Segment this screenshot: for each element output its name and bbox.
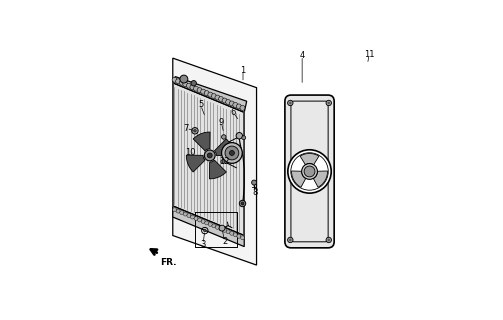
Text: 10: 10 <box>185 148 195 157</box>
Circle shape <box>233 102 238 108</box>
Circle shape <box>218 97 223 101</box>
Text: 7: 7 <box>184 124 189 133</box>
Circle shape <box>327 102 330 104</box>
Circle shape <box>236 104 241 109</box>
Circle shape <box>176 79 181 84</box>
Circle shape <box>233 233 237 237</box>
Circle shape <box>222 98 227 103</box>
Text: 6: 6 <box>230 108 236 117</box>
Circle shape <box>225 146 239 160</box>
Circle shape <box>326 237 331 243</box>
Polygon shape <box>193 132 210 151</box>
Circle shape <box>190 85 195 90</box>
Circle shape <box>304 166 315 177</box>
Circle shape <box>288 100 293 106</box>
Circle shape <box>237 234 241 238</box>
Circle shape <box>180 75 188 83</box>
Circle shape <box>288 150 331 193</box>
Circle shape <box>204 150 215 161</box>
Circle shape <box>194 130 196 132</box>
Text: 4: 4 <box>299 51 305 60</box>
Polygon shape <box>300 154 319 165</box>
Circle shape <box>289 102 292 104</box>
Circle shape <box>219 227 223 231</box>
Circle shape <box>183 212 187 216</box>
Text: 5: 5 <box>198 100 203 109</box>
Circle shape <box>176 209 180 213</box>
Circle shape <box>191 215 194 219</box>
Circle shape <box>194 217 198 220</box>
Circle shape <box>172 77 177 82</box>
Circle shape <box>215 225 219 229</box>
Circle shape <box>194 86 199 91</box>
Circle shape <box>197 88 202 92</box>
Circle shape <box>179 80 184 85</box>
Circle shape <box>192 128 198 134</box>
Circle shape <box>204 229 206 232</box>
Circle shape <box>229 150 234 156</box>
Circle shape <box>240 236 244 240</box>
Circle shape <box>221 135 226 139</box>
Circle shape <box>187 83 191 88</box>
Circle shape <box>201 220 205 223</box>
Polygon shape <box>313 171 327 187</box>
Circle shape <box>230 231 234 235</box>
Circle shape <box>242 136 245 140</box>
Polygon shape <box>214 139 233 156</box>
Circle shape <box>211 93 216 99</box>
Circle shape <box>241 202 244 205</box>
Circle shape <box>201 89 206 94</box>
Text: 12: 12 <box>219 157 230 166</box>
Circle shape <box>327 239 330 241</box>
Circle shape <box>215 95 220 100</box>
Polygon shape <box>209 160 226 179</box>
Circle shape <box>208 92 213 97</box>
Text: 1: 1 <box>240 66 245 75</box>
Circle shape <box>223 228 226 232</box>
Circle shape <box>208 222 212 227</box>
Circle shape <box>288 237 293 243</box>
Polygon shape <box>292 171 306 187</box>
Text: 3: 3 <box>200 240 206 249</box>
FancyBboxPatch shape <box>285 95 334 248</box>
Circle shape <box>240 105 245 110</box>
Circle shape <box>204 91 209 96</box>
Circle shape <box>252 180 257 185</box>
Polygon shape <box>173 58 257 265</box>
Circle shape <box>302 164 317 179</box>
Text: 11: 11 <box>364 50 374 59</box>
Polygon shape <box>173 206 244 247</box>
Circle shape <box>207 153 212 158</box>
Circle shape <box>221 143 242 163</box>
Text: FR.: FR. <box>160 259 177 268</box>
Circle shape <box>180 211 184 215</box>
Polygon shape <box>173 76 246 112</box>
Circle shape <box>198 218 202 222</box>
Circle shape <box>226 230 230 234</box>
Circle shape <box>229 101 234 106</box>
Circle shape <box>205 221 209 225</box>
Polygon shape <box>173 83 244 236</box>
Circle shape <box>239 200 245 207</box>
Circle shape <box>212 224 216 228</box>
Circle shape <box>173 208 177 212</box>
Text: 2: 2 <box>222 237 227 246</box>
Circle shape <box>183 82 188 87</box>
Text: 9: 9 <box>219 118 224 127</box>
Circle shape <box>219 225 225 231</box>
Circle shape <box>191 81 197 86</box>
Circle shape <box>221 160 225 164</box>
Circle shape <box>326 100 331 106</box>
Polygon shape <box>186 155 205 172</box>
Circle shape <box>187 213 191 218</box>
Text: 8: 8 <box>252 188 258 197</box>
Circle shape <box>226 100 230 104</box>
Circle shape <box>236 132 242 139</box>
Circle shape <box>289 239 292 241</box>
